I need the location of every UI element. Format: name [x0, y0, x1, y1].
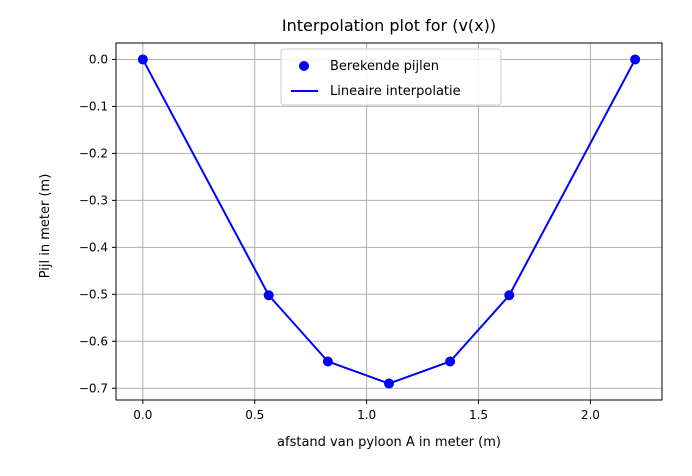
y-tick-label-2: −0.2 — [79, 146, 108, 160]
x-axis-label: afstand van pyloon A in meter (m) — [277, 435, 501, 450]
legend-marker-scatter — [299, 61, 309, 71]
plot-frame — [115, 42, 663, 401]
y-tick-label-5: −0.5 — [79, 287, 108, 301]
data-point-4 — [445, 356, 456, 367]
chart-title: Interpolation plot for (v(x)) — [282, 16, 496, 35]
data-point-3 — [384, 378, 394, 389]
legend-label-line: Lineaire interpolatie — [330, 84, 461, 99]
ticks-layer: 0.0 0.5 1.0 1.5 2.0 0.0 −0.1 −0.2 −0.3 −0.4 −0.5 −0… — [79, 52, 600, 422]
x-tick-label-4: 2.0 — [581, 408, 600, 422]
y-tick-label-7: −0.7 — [79, 381, 108, 395]
series-layer — [137, 54, 641, 389]
legend: Berekende pijlen Lineaire interpolatie — [280, 48, 502, 106]
legend-box — [280, 48, 502, 106]
y-tick-label-1: −0.1 — [79, 99, 108, 113]
series-line-interpolation — [141, 58, 637, 385]
data-point-6 — [630, 54, 641, 65]
y-tick-label-0: 0.0 — [89, 52, 108, 66]
data-point-0 — [137, 54, 148, 65]
data-point-1 — [263, 290, 274, 301]
y-axis-label: Pijl in meter (m) — [38, 174, 53, 279]
y-tick-label-6: −0.6 — [79, 334, 108, 348]
y-tick-label-3: −0.3 — [79, 193, 108, 207]
x-tick-label-1: 0.5 — [245, 408, 264, 422]
y-tick-label-4: −0.4 — [79, 240, 108, 254]
data-point-2 — [322, 356, 333, 367]
x-tick-label-0: 0.0 — [133, 408, 152, 422]
data-point-5 — [504, 290, 515, 301]
x-tick-label-3: 1.5 — [469, 408, 488, 422]
x-tick-label-2: 1.0 — [357, 408, 376, 422]
legend-label-scatter: Berekende pijlen — [330, 59, 439, 74]
axes-layer — [115, 42, 663, 401]
